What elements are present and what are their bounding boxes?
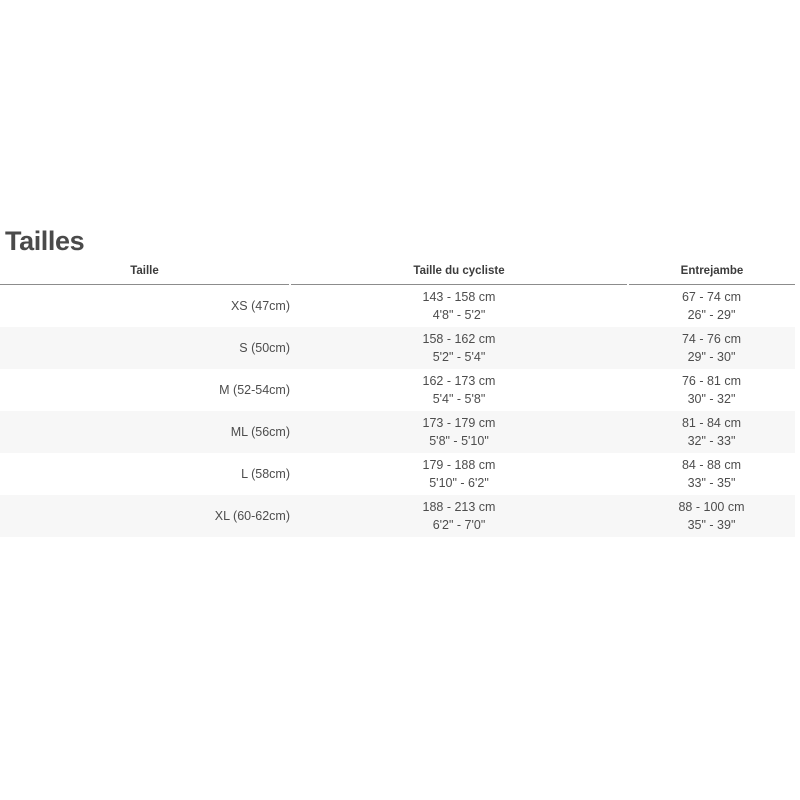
cell-inseam: 84 - 88 cm 33" - 35" xyxy=(628,453,795,495)
cell-size: S (50cm) xyxy=(0,327,290,369)
rider-height-cm: 179 - 188 cm xyxy=(422,457,496,472)
table-row: M (52-54cm) 162 - 173 cm 5'4" - 5'8" 76 … xyxy=(0,369,795,411)
inseam-cm: 88 - 100 cm xyxy=(678,499,745,514)
column-header-size: Taille xyxy=(0,265,290,285)
rider-height-cm: 143 - 158 cm xyxy=(422,289,496,304)
inseam-in: 32" - 33" xyxy=(687,434,736,448)
inseam-cm: 84 - 88 cm xyxy=(681,457,742,472)
cell-rider-height: 158 - 162 cm 5'2" - 5'4" xyxy=(290,327,628,369)
cell-inseam: 67 - 74 cm 26" - 29" xyxy=(628,284,795,327)
cell-rider-height: 143 - 158 cm 4'8" - 5'2" xyxy=(290,284,628,327)
inseam-in: 33" - 35" xyxy=(687,476,736,490)
inseam-cm: 76 - 81 cm xyxy=(681,373,742,388)
size-chart-table: Taille Taille du cycliste Entrejambe XS … xyxy=(0,265,795,537)
cell-inseam: 88 - 100 cm 35" - 39" xyxy=(628,495,795,537)
inseam-in: 29" - 30" xyxy=(687,350,736,364)
table-row: L (58cm) 179 - 188 cm 5'10" - 6'2" 84 - … xyxy=(0,453,795,495)
cell-rider-height: 188 - 213 cm 6'2" - 7'0" xyxy=(290,495,628,537)
rider-height-cm: 162 - 173 cm xyxy=(422,373,496,388)
rider-height-ft: 5'2" - 5'4" xyxy=(432,350,486,364)
cell-rider-height: 179 - 188 cm 5'10" - 6'2" xyxy=(290,453,628,495)
cell-size: XS (47cm) xyxy=(0,284,290,327)
inseam-in: 35" - 39" xyxy=(687,518,736,532)
table-row: XL (60-62cm) 188 - 213 cm 6'2" - 7'0" 88… xyxy=(0,495,795,537)
rider-height-ft: 5'4" - 5'8" xyxy=(432,392,486,406)
inseam-cm: 67 - 74 cm xyxy=(681,289,742,304)
table-header: Taille Taille du cycliste Entrejambe xyxy=(0,265,795,285)
page-title: Tailles xyxy=(5,226,85,256)
column-header-rider-height: Taille du cycliste xyxy=(289,265,628,285)
inseam-cm: 81 - 84 cm xyxy=(681,415,742,430)
inseam-cm: 74 - 76 cm xyxy=(681,331,742,346)
table-row: S (50cm) 158 - 162 cm 5'2" - 5'4" 74 - 7… xyxy=(0,327,795,369)
rider-height-ft: 5'10" - 6'2" xyxy=(429,476,489,490)
rider-height-ft: 6'2" - 7'0" xyxy=(432,518,486,532)
cell-size: M (52-54cm) xyxy=(0,369,290,411)
cell-rider-height: 173 - 179 cm 5'8" - 5'10" xyxy=(290,411,628,453)
inseam-in: 30" - 32" xyxy=(687,392,736,406)
table-header-row: Taille Taille du cycliste Entrejambe xyxy=(0,265,795,285)
rider-height-cm: 173 - 179 cm xyxy=(422,415,496,430)
rider-height-cm: 188 - 213 cm xyxy=(422,499,496,514)
rider-height-cm: 158 - 162 cm xyxy=(422,331,496,346)
cell-size: XL (60-62cm) xyxy=(0,495,290,537)
inseam-in: 26" - 29" xyxy=(687,308,736,322)
cell-inseam: 76 - 81 cm 30" - 32" xyxy=(628,369,795,411)
table-row: ML (56cm) 173 - 179 cm 5'8" - 5'10" 81 -… xyxy=(0,411,795,453)
rider-height-ft: 5'8" - 5'10" xyxy=(429,434,489,448)
rider-height-ft: 4'8" - 5'2" xyxy=(432,308,486,322)
table-row: XS (47cm) 143 - 158 cm 4'8" - 5'2" 67 - … xyxy=(0,284,795,327)
cell-inseam: 81 - 84 cm 32" - 33" xyxy=(628,411,795,453)
cell-rider-height: 162 - 173 cm 5'4" - 5'8" xyxy=(290,369,628,411)
cell-size: ML (56cm) xyxy=(0,411,290,453)
cell-size: L (58cm) xyxy=(0,453,290,495)
table-body: XS (47cm) 143 - 158 cm 4'8" - 5'2" 67 - … xyxy=(0,284,795,537)
cell-inseam: 74 - 76 cm 29" - 30" xyxy=(628,327,795,369)
column-header-inseam: Entrejambe xyxy=(627,265,795,285)
